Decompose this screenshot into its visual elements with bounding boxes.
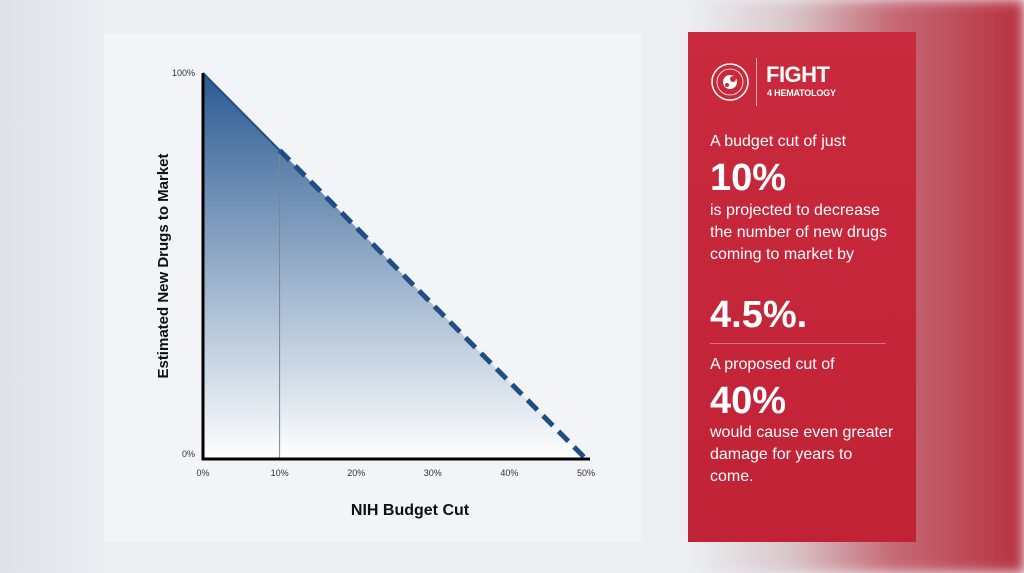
background-left bbox=[0, 0, 110, 573]
x-tick-label: 20% bbox=[347, 468, 365, 478]
fight4hematology-logo: FIGHT 4 HEMATOLOGY bbox=[710, 58, 900, 106]
stat-4-5-percent: 4.5%. bbox=[710, 294, 808, 336]
series-line-solid bbox=[202, 72, 281, 151]
stat-10-percent: 10% bbox=[710, 157, 787, 199]
x-tick-label: 0% bbox=[196, 468, 209, 478]
x-tick-label: 30% bbox=[424, 468, 442, 478]
y-tick-label: 100% bbox=[172, 68, 195, 78]
y-tick-label: 0% bbox=[182, 449, 195, 459]
info-text-1: A budget cut of just bbox=[710, 133, 847, 150]
stat-40-percent: 40% bbox=[710, 380, 787, 422]
x-tick-label: 50% bbox=[577, 468, 595, 478]
logo-divider bbox=[756, 58, 757, 106]
info-text-2: is projected to decrease the number of n… bbox=[710, 202, 887, 263]
chart-panel: 0% 10% 20% 30% 40% 50% 0% 100% Estimated New Dr… bbox=[104, 33, 641, 542]
info-panel: FIGHT 4 HEMATOLOGY A budget cut of just … bbox=[688, 32, 916, 542]
ash-seal-logo bbox=[711, 63, 749, 101]
logo-title: FIGHT bbox=[766, 62, 830, 87]
y-axis-title: Estimated New Drugs to Market bbox=[155, 153, 172, 378]
info-divider bbox=[710, 343, 886, 344]
x-tick-label: 10% bbox=[271, 468, 289, 478]
chart: 0% 10% 20% 30% 40% 50% 0% 100% Estimated New Dr… bbox=[155, 68, 595, 519]
logo-subtitle: 4 HEMATOLOGY bbox=[767, 88, 836, 98]
x-tick-label: 40% bbox=[500, 468, 518, 478]
info-text-4: would cause even greater damage for year… bbox=[710, 424, 894, 485]
x-axis-title: NIH Budget Cut bbox=[351, 502, 470, 519]
info-text-3: A proposed cut of bbox=[710, 356, 835, 373]
series-line-dashed bbox=[277, 148, 588, 461]
